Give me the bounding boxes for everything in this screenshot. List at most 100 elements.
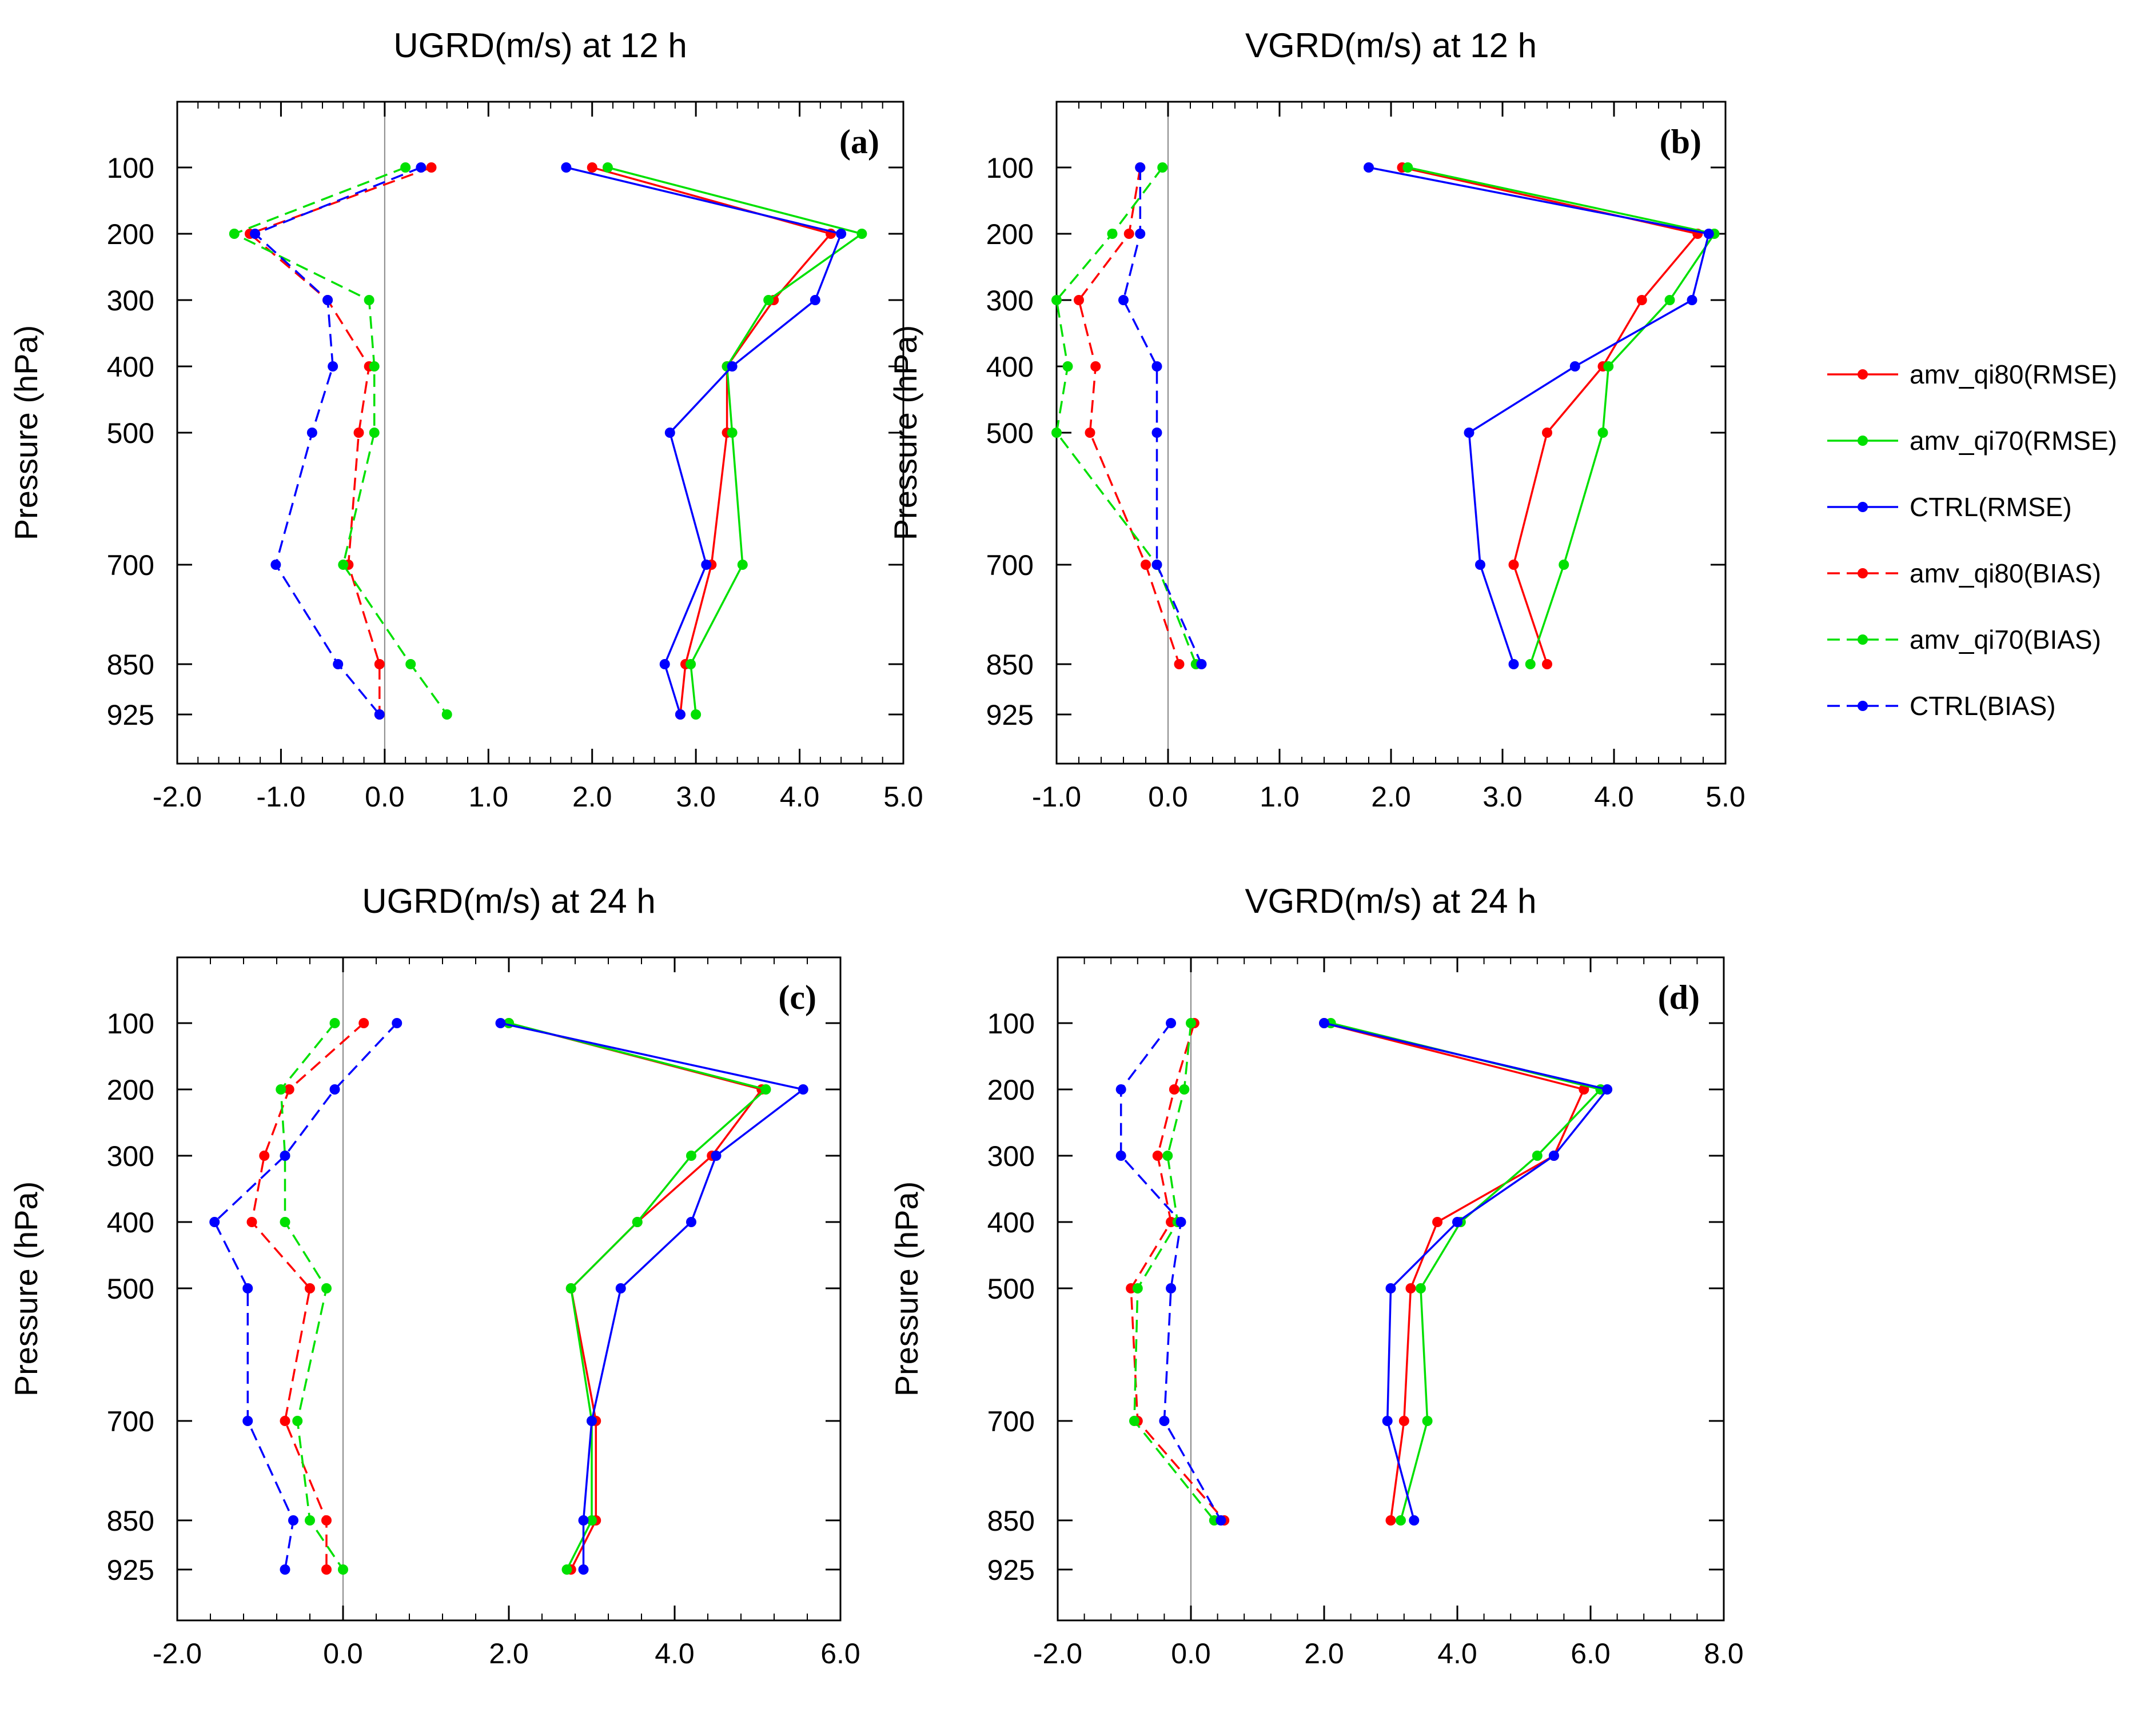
- legend-label: CTRL(BIAS): [1910, 691, 2056, 721]
- y-tick-label: 200: [107, 1074, 154, 1106]
- panel-letter: (b): [1660, 123, 1701, 161]
- x-tick-label: 2.0: [489, 1638, 529, 1670]
- data-point: [1532, 1151, 1543, 1161]
- series-amv-qi70-bias: [276, 1018, 348, 1575]
- data-point: [392, 1018, 402, 1028]
- series-amv-qi70-rmse: [602, 162, 867, 720]
- data-point: [1051, 428, 1062, 438]
- y-tick-label: 300: [986, 285, 1034, 317]
- y-tick-label: 400: [107, 351, 154, 383]
- data-point: [1603, 361, 1614, 372]
- data-point: [338, 1564, 348, 1575]
- chart-title: VGRD(m/s) at 24 h: [1245, 882, 1536, 920]
- data-point: [578, 1564, 589, 1575]
- legend-marker: [1858, 369, 1868, 380]
- data-point: [711, 1151, 722, 1161]
- chart-title: UGRD(m/s) at 24 h: [362, 882, 655, 920]
- data-point: [1508, 659, 1519, 669]
- panel-letter: (a): [839, 123, 879, 161]
- data-point: [1135, 162, 1146, 173]
- data-point: [1398, 1416, 1409, 1426]
- data-point: [306, 428, 317, 438]
- data-point: [280, 1151, 290, 1161]
- series-amv-qi80-rmse: [504, 1018, 767, 1575]
- y-tick-label: 925: [986, 699, 1034, 731]
- data-point: [1196, 659, 1207, 669]
- series-line: [1055, 166, 1197, 665]
- data-point: [400, 162, 411, 173]
- series-line: [607, 166, 864, 715]
- y-tick-label: 100: [107, 1008, 154, 1040]
- data-point: [292, 1416, 303, 1426]
- series-line: [508, 1022, 768, 1570]
- data-point: [229, 229, 240, 239]
- plot-frame: [176, 956, 842, 1622]
- data-point: [280, 1564, 290, 1575]
- data-point: [338, 560, 349, 570]
- y-axis-label: Pressure (hPa): [8, 1181, 44, 1397]
- x-tick-label: 0.0: [365, 781, 405, 813]
- legend-marker: [1858, 436, 1868, 446]
- data-point: [1129, 1416, 1139, 1426]
- data-point: [333, 659, 344, 669]
- chart-title: VGRD(m/s) at 12 h: [1245, 26, 1537, 65]
- y-tick-label: 500: [107, 417, 154, 449]
- series-amv-qi80-bias: [1126, 1018, 1230, 1526]
- data-point: [701, 560, 712, 570]
- x-tick-label: 5.0: [1705, 781, 1745, 813]
- x-tick-label: 5.0: [883, 781, 923, 813]
- data-point: [1157, 162, 1168, 173]
- panel-a: -2.0 -1.0 0.0 1.0 2.0 3.0 4.0 5.0 100 200 300 400 50…: [8, 26, 923, 813]
- data-point: [329, 1018, 340, 1028]
- legend-label: amv_qi70(RMSE): [1910, 426, 2117, 456]
- series-line: [592, 166, 833, 715]
- data-point: [321, 1515, 332, 1526]
- data-point: [1664, 295, 1675, 305]
- data-point: [1395, 1515, 1406, 1526]
- data-point: [374, 709, 385, 720]
- data-point: [1169, 1084, 1179, 1095]
- legend-item: CTRL(RMSE): [1827, 492, 2072, 522]
- legend-marker: [1858, 502, 1868, 512]
- x-tick-label: -2.0: [153, 1638, 202, 1670]
- x-tick-label: 6.0: [820, 1638, 860, 1670]
- series-line: [500, 1022, 806, 1570]
- data-point: [1175, 1217, 1186, 1227]
- data-point: [1525, 659, 1536, 669]
- data-point: [441, 709, 452, 720]
- series-ctrl-bias: [1115, 1018, 1226, 1526]
- data-point: [1151, 560, 1162, 570]
- series-amv-qi80-rmse: [1319, 1018, 1589, 1526]
- data-point: [632, 1217, 643, 1227]
- series-amv-qi70-bias: [1051, 162, 1201, 669]
- plot-frame: [176, 101, 904, 765]
- legend: amv_qi80(RMSE) amv_qi70(RMSE) CTRL(RMSE) am…: [1827, 360, 2117, 721]
- data-point: [288, 1515, 298, 1526]
- y-tick-label: 100: [107, 152, 154, 184]
- series-amv-qi80-bias: [1074, 162, 1185, 669]
- data-point: [565, 1283, 576, 1293]
- series-amv-qi80-rmse: [1397, 162, 1703, 669]
- data-point: [1636, 295, 1647, 305]
- series-line: [1324, 1022, 1585, 1521]
- data-point: [1602, 1084, 1613, 1095]
- data-point: [1186, 1018, 1196, 1028]
- legend-label: amv_qi70(BIAS): [1910, 625, 2101, 654]
- panel-letter: (d): [1658, 979, 1700, 1016]
- data-point: [1385, 1515, 1396, 1526]
- data-point: [322, 295, 333, 305]
- y-tick-label: 850: [107, 1505, 154, 1537]
- series-amv-qi70-rmse: [504, 1018, 771, 1575]
- data-point: [587, 1515, 597, 1526]
- data-point: [1179, 1084, 1190, 1095]
- data-point: [405, 659, 416, 669]
- legend-item: CTRL(BIAS): [1827, 691, 2056, 721]
- data-point: [1051, 295, 1062, 305]
- data-point: [727, 428, 738, 438]
- y-tick-label: 700: [107, 1405, 154, 1438]
- data-point: [578, 1515, 589, 1526]
- x-tick-label: 0.0: [1148, 781, 1188, 813]
- panel-c: -2.0 0.0 2.0 4.0 6.0 100 200 300 400 500 700 850 925…: [8, 882, 860, 1670]
- data-point: [364, 295, 374, 305]
- data-point: [798, 1084, 808, 1095]
